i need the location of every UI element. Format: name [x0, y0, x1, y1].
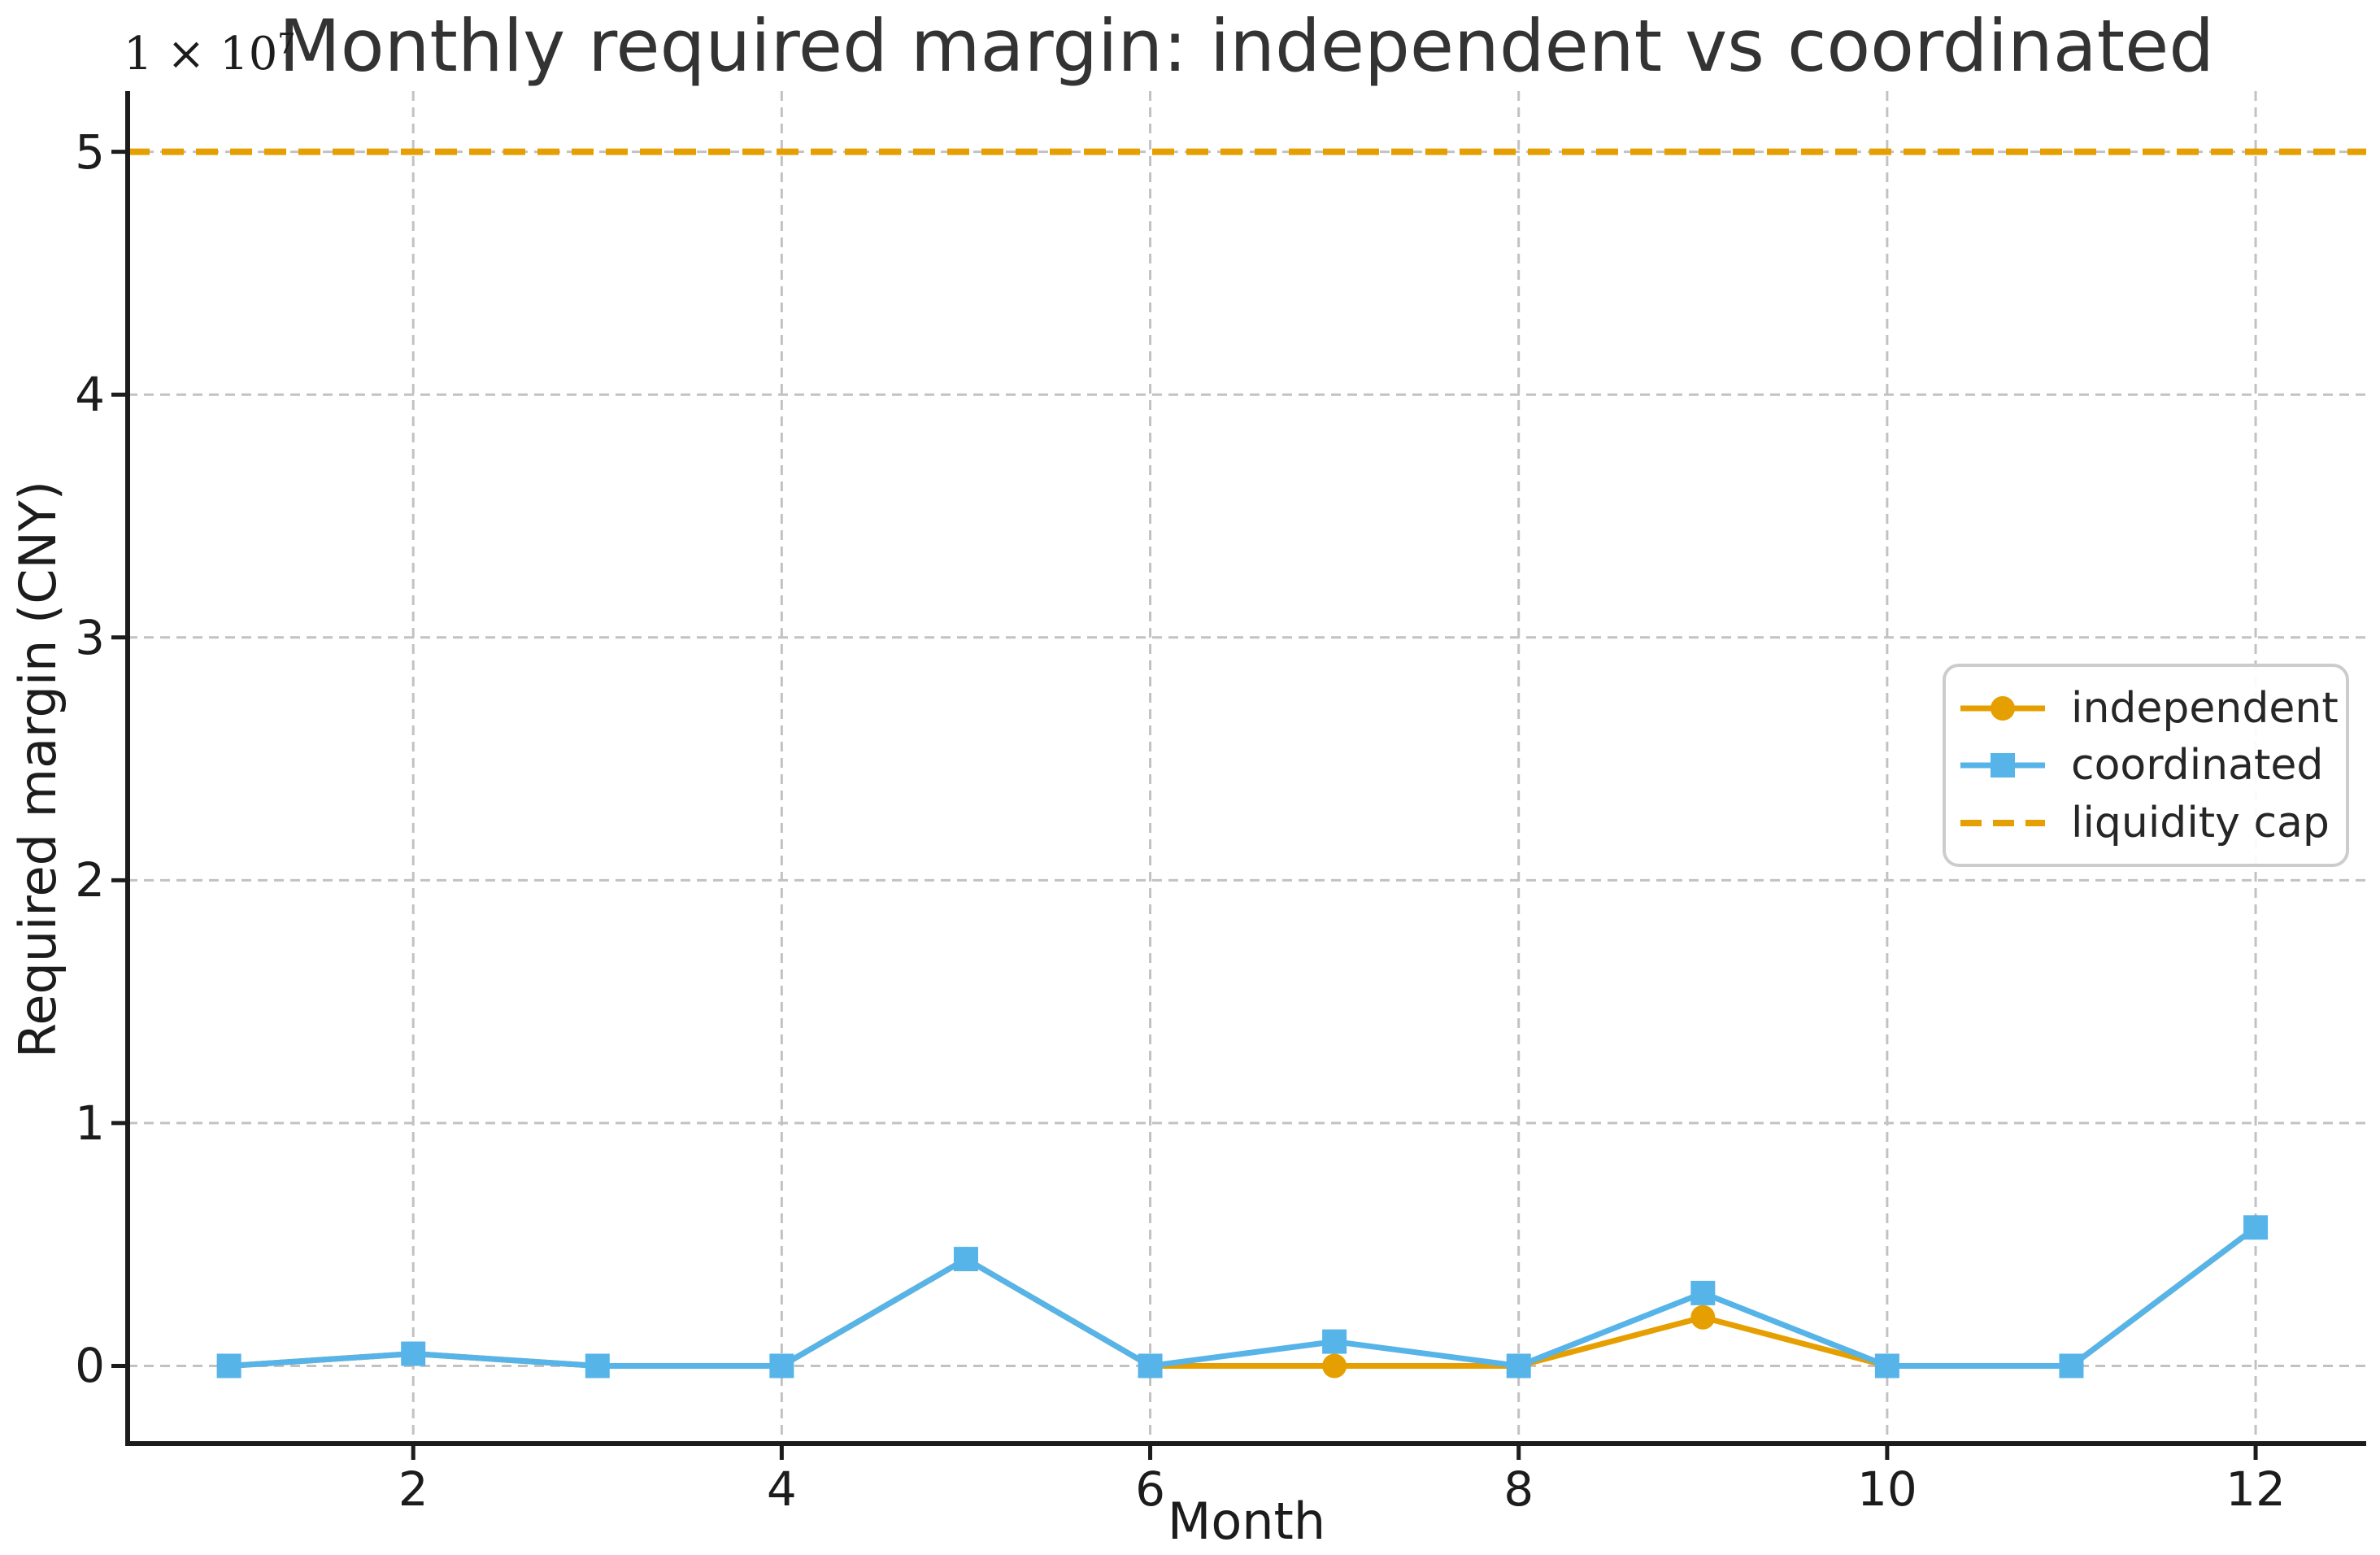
y-tick-label-3: 3: [75, 609, 105, 665]
legend-label-coordinated: coordinated: [2071, 741, 2324, 790]
offset-exponent: 7: [277, 28, 296, 61]
x-axis-label: Month: [1167, 1492, 1326, 1551]
legend-label-independent: independent: [2071, 683, 2339, 733]
y-tick-label-0: 0: [75, 1338, 105, 1394]
circle-marker-line-icon: [1960, 695, 2045, 721]
y-tick-label-4: 4: [75, 367, 105, 423]
chart-title: Monthly required margin: independent vs …: [278, 4, 2215, 88]
legend-entry-liquidity-cap: liquidity cap: [1957, 802, 2338, 844]
dashed-line-icon: [1960, 819, 2045, 826]
y-axis-offset-label: 1 × 107: [124, 28, 296, 81]
legend: independent coordinated liquidity cap: [1943, 664, 2349, 867]
legend-entry-coordinated: coordinated: [1957, 744, 2338, 786]
x-tick-label-8: 8: [1503, 1461, 1534, 1517]
x-tick-label-4: 4: [766, 1461, 797, 1517]
y-tick-label-1: 1: [75, 1095, 105, 1151]
legend-label-liquidity-cap: liquidity cap: [2071, 798, 2330, 847]
square-marker-line-icon: [1960, 753, 2045, 778]
x-tick-label-2: 2: [398, 1461, 429, 1517]
y-tick-label-2: 2: [75, 852, 105, 908]
x-tick-label-10: 10: [1856, 1461, 1917, 1517]
legend-entry-independent: independent: [1957, 683, 2339, 733]
offset-base: 1 × 10: [124, 28, 278, 81]
x-tick-label-12: 12: [2226, 1461, 2286, 1517]
y-tick-label-5: 5: [75, 124, 105, 180]
x-tick-label-6: 6: [1135, 1461, 1165, 1517]
